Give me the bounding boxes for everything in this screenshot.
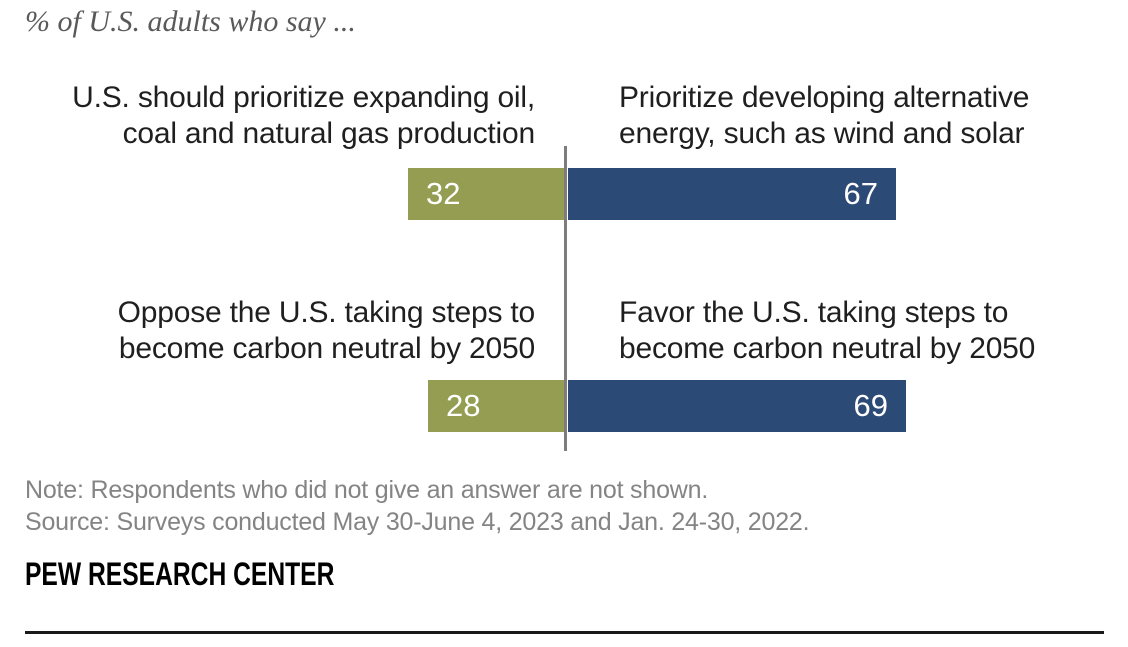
bottom-rule <box>25 631 1104 634</box>
pew-research-center-wordmark: PEW RESEARCH CENTER <box>25 556 335 592</box>
row1-right-bar-value: 67 <box>843 176 878 211</box>
row1-right-label-line2: energy, such as wind and solar <box>619 117 1025 150</box>
row2-right-label-line2: become carbon neutral by 2050 <box>619 332 1036 365</box>
row2-left-bar-value: 28 <box>446 388 481 423</box>
row1-left-label: U.S. should prioritize expanding oil, co… <box>72 80 535 152</box>
chart-title: % of U.S. adults who say ... <box>25 5 356 38</box>
row2-left-label-line1: Oppose the U.S. taking steps to <box>117 296 536 329</box>
row1-left-label-line2: coal and natural gas production <box>122 117 536 150</box>
row2-right-label-line1: Favor the U.S. taking steps to <box>619 296 1009 329</box>
row2-left-label: Oppose the U.S. taking steps to become c… <box>117 295 536 367</box>
row2-right-bar: 69 <box>568 380 906 432</box>
row2-right-label: Favor the U.S. taking steps to become ca… <box>619 295 1035 367</box>
row1-left-label-line1: U.S. should prioritize expanding oil, <box>72 81 535 114</box>
row1-right-bar: 67 <box>568 168 896 220</box>
row1-left-bar: 32 <box>408 168 565 220</box>
row2-left-bar: 28 <box>428 380 565 432</box>
row1-right-label: Prioritize developing alternative energy… <box>619 80 1029 152</box>
row2-left-label-line2: become carbon neutral by 2050 <box>118 332 535 365</box>
chart-note: Note: Respondents who did not give an an… <box>25 476 709 504</box>
chart-source: Source: Surveys conducted May 30-June 4,… <box>25 508 810 536</box>
row1-right-label-line1: Prioritize developing alternative <box>619 81 1030 114</box>
row1-left-bar-value: 32 <box>426 176 461 211</box>
row2-right-bar-value: 69 <box>853 388 888 423</box>
center-divider-line <box>564 146 567 451</box>
